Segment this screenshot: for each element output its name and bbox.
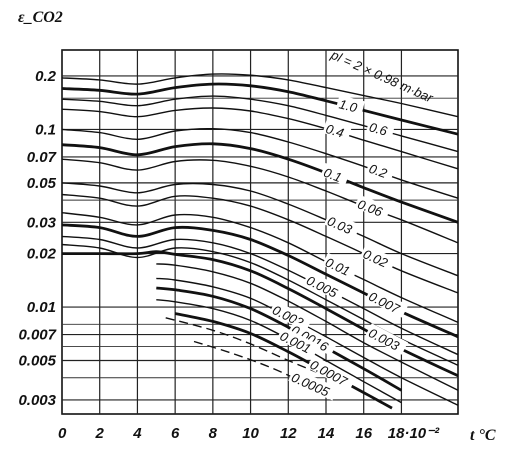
series-line [156, 299, 402, 404]
y-axis-title: ε_CO2 [18, 9, 63, 26]
series-line [61, 235, 459, 356]
series-label-bg [336, 94, 365, 115]
series-line [61, 107, 459, 170]
series-label-bg [276, 326, 320, 358]
series-line [62, 250, 459, 378]
series-label-bg [287, 320, 338, 356]
y-tick-label: 0.01 [27, 299, 56, 316]
series-label: 0.6 [368, 119, 390, 138]
series-label-bg [365, 323, 409, 355]
series-label-bg [322, 119, 352, 141]
y-tick-label: 0.1 [35, 121, 56, 138]
x-tick-label: 2 [95, 425, 105, 442]
series-line [156, 286, 403, 392]
y-tick-label: 0.2 [35, 68, 57, 85]
series-label-bg [320, 163, 350, 186]
x-tick-label: 8 [209, 425, 218, 442]
series-label-bg [366, 117, 396, 139]
x-tick-label: 16 [355, 425, 372, 442]
y-tick-label: 0.03 [27, 214, 57, 231]
series-line [165, 317, 317, 373]
series-label-bg [365, 286, 409, 318]
y-tick-label: 0.007 [18, 327, 56, 344]
series-label: 0.1 [322, 165, 344, 186]
y-tick-label: 0.003 [18, 392, 56, 409]
series-label-bg [269, 300, 313, 332]
series-line [156, 263, 459, 391]
series-label-bg [365, 159, 396, 182]
series-line [61, 73, 459, 118]
x-axis-title: t °C [470, 427, 496, 444]
series-label-bg [322, 252, 359, 280]
series-label-bg [324, 211, 361, 238]
x-tick-label: 10 [242, 425, 259, 442]
series-label-bg [306, 355, 357, 391]
series-label: 0.4 [324, 121, 346, 141]
y-tick-label: 0.005 [18, 353, 56, 370]
series-line [61, 82, 459, 136]
series-label: 1.0 [337, 96, 359, 115]
series-label-bg [303, 270, 347, 302]
y-tick-label: 0.05 [27, 175, 57, 192]
x-tick-label: 18·10⁻² [388, 425, 440, 442]
x-tick-label: 6 [171, 425, 180, 442]
series-line [61, 182, 459, 277]
x-tick-label: 0 [58, 425, 67, 442]
curves [61, 73, 459, 410]
x-tick-label: 12 [280, 425, 297, 442]
series-line [61, 212, 459, 324]
series-label: 0.2 [367, 161, 390, 181]
series-line [61, 142, 459, 224]
series-label-bg [359, 244, 397, 272]
x-tick-label: 4 [132, 425, 142, 442]
y-tick-label: 0.02 [27, 246, 57, 263]
y-tick-label: 0.07 [27, 149, 57, 166]
tick-labels: 0.2 0.1 0.07 0.05 0.03 0.02 0.01 0.007 0.005 0.00… [18, 68, 440, 442]
series-line [174, 312, 393, 410]
series-label-bg [354, 194, 391, 220]
series-label-bg [288, 367, 339, 401]
x-tick-label: 14 [318, 425, 335, 442]
